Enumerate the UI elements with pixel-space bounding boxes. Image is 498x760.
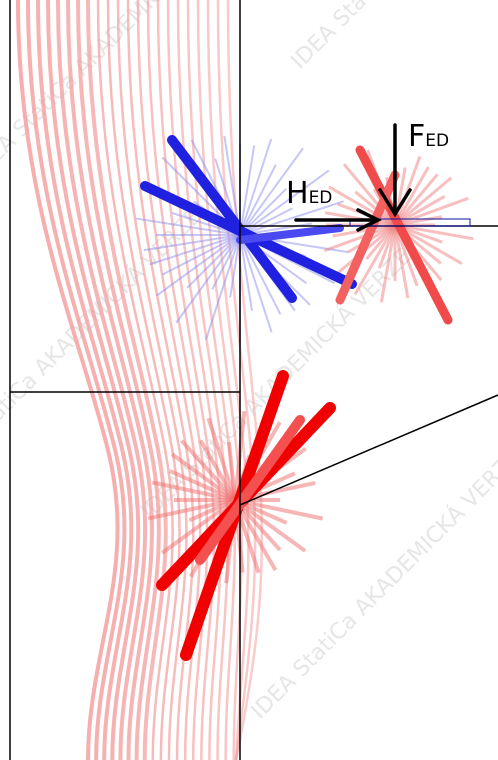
stress-field xyxy=(18,0,473,760)
force-label: FED xyxy=(408,119,449,154)
watermark: IDEA StatiCa AKADEMICKÁ VERZE xyxy=(246,443,498,724)
watermark: IDEA StatiCa AKADEMICKÁ VERZE xyxy=(286,0,498,74)
force-symbol: H xyxy=(286,176,309,211)
force-label: HED xyxy=(286,176,332,211)
force-symbol: F xyxy=(408,119,425,154)
stress-diagram: IDEA StatiCa AKADEMICKÁ VERZE IDEA StatiC… xyxy=(0,0,498,760)
force-subscript: ED xyxy=(309,188,333,208)
force-subscript: ED xyxy=(425,131,449,151)
